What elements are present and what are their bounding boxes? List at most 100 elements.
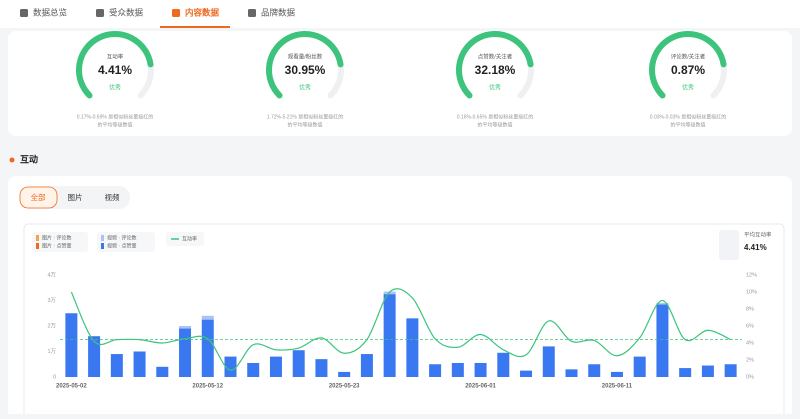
legend-label[interactable]: 图片 · 评论数 (42, 234, 71, 241)
tab[interactable]: 品牌数据 (261, 7, 296, 17)
bar (588, 364, 601, 377)
metric-label: 点赞数/关注者 (478, 52, 513, 60)
y2-tick-label: 4% (746, 340, 754, 346)
average-label: 平均互动率 (744, 230, 772, 238)
legend-label[interactable]: 视频 · 评论数 (107, 234, 136, 241)
bar (110, 354, 123, 377)
metric-note: 的平均等级数值 (670, 121, 705, 128)
bar (724, 364, 737, 377)
x-tick-label: 2025-06-01 (465, 384, 496, 390)
rate-line (70, 288, 731, 371)
legend-label[interactable]: 视频 · 点赞量 (107, 242, 136, 249)
y2-tick-label: 6% (746, 323, 754, 329)
metric-rating: 优秀 (682, 84, 694, 92)
y-tick-label: 4万 (47, 271, 56, 278)
bar (292, 350, 305, 377)
y2-tick-label: 12% (746, 272, 757, 278)
bar (269, 356, 282, 377)
y-tick-label: 1万 (47, 348, 56, 355)
bar (474, 362, 487, 377)
bar (156, 366, 169, 377)
bar (201, 315, 214, 320)
y-tick-label: 0 (53, 374, 56, 380)
metric-note: 0.17%-0.69% 是相似粉丝量级红的 (77, 113, 153, 120)
y2-tick-label: 8% (746, 306, 754, 312)
tab-icon (96, 9, 104, 17)
x-tick-label: 2025-06-11 (602, 384, 633, 390)
metric-rating: 优秀 (109, 84, 121, 92)
bar (610, 371, 623, 377)
bar (656, 303, 669, 305)
bar (179, 328, 192, 377)
legend-swatch (101, 235, 104, 241)
metric-note: 的平均等级数值 (97, 121, 132, 128)
metric-note: 0.03%-0.03% 是相似粉丝量级红的 (650, 113, 726, 120)
metric-note: 的平均等级数值 (287, 121, 322, 128)
bar (497, 352, 510, 377)
y2-tick-label: 10% (746, 289, 757, 295)
filter-button[interactable]: 视频 (105, 192, 120, 202)
legend-box (32, 232, 88, 252)
bar (429, 364, 442, 377)
bar (633, 356, 646, 377)
metrics-card (8, 31, 792, 136)
x-tick-label: 2025-05-12 (192, 384, 223, 390)
metric-value: 30.95% (285, 63, 326, 77)
metric-value: 0.87% (671, 63, 705, 77)
metric-rating: 优秀 (299, 84, 311, 92)
bar (383, 291, 396, 295)
gauge-arc (76, 31, 154, 99)
bar (679, 368, 692, 377)
section-dot (9, 157, 15, 163)
bar (224, 356, 237, 377)
tab[interactable]: 受众数据 (109, 7, 144, 17)
bar (383, 294, 396, 377)
y2-tick-label: 0% (746, 374, 754, 380)
bar (451, 362, 464, 377)
filter-button[interactable]: 全部 (31, 192, 46, 202)
tab-bar (0, 0, 800, 28)
metric-value: 32.18% (475, 63, 516, 77)
metric-note: 的平均等级数值 (477, 121, 512, 128)
legend-swatch (36, 235, 39, 241)
bar (656, 304, 669, 377)
x-tick-label: 2025-05-02 (56, 384, 87, 390)
filter-button[interactable]: 图片 (68, 192, 83, 202)
y-tick-label: 3万 (47, 297, 56, 304)
tab-icon (172, 9, 180, 17)
metric-label: 观看量/粉丝数 (288, 52, 323, 60)
bar (88, 336, 101, 377)
legend-label[interactable]: 互动率 (182, 235, 197, 242)
filter-active (19, 186, 58, 209)
metric-value: 4.41% (98, 63, 132, 77)
average-icon (719, 230, 739, 260)
metric-label: 互动率 (107, 52, 124, 60)
metric-note: 1.72%-5.21% 是相似粉丝量级红的 (267, 113, 343, 120)
tab[interactable]: 内容数据 (185, 7, 220, 17)
tab-indicator (160, 26, 230, 28)
average-value: 4.41% (744, 243, 767, 252)
bar (338, 371, 351, 377)
gauge-arc (266, 31, 344, 99)
tab-icon (248, 9, 256, 17)
bar (360, 354, 373, 377)
legend-label[interactable]: 图片 · 点赞量 (42, 242, 71, 249)
bar (520, 370, 533, 377)
tab-icon (20, 9, 28, 17)
bar (406, 318, 419, 377)
legend-box (97, 232, 155, 252)
bar (315, 359, 328, 377)
legend-swatch (101, 243, 104, 249)
chart-frame (23, 223, 785, 419)
bar (179, 326, 192, 329)
bar (201, 319, 214, 377)
bar (701, 365, 714, 377)
bar (65, 313, 78, 377)
tab[interactable]: 数据总览 (33, 7, 67, 17)
legend-box (166, 232, 204, 246)
bar (542, 346, 555, 377)
bar (565, 369, 578, 377)
gauge-arc (649, 31, 727, 99)
